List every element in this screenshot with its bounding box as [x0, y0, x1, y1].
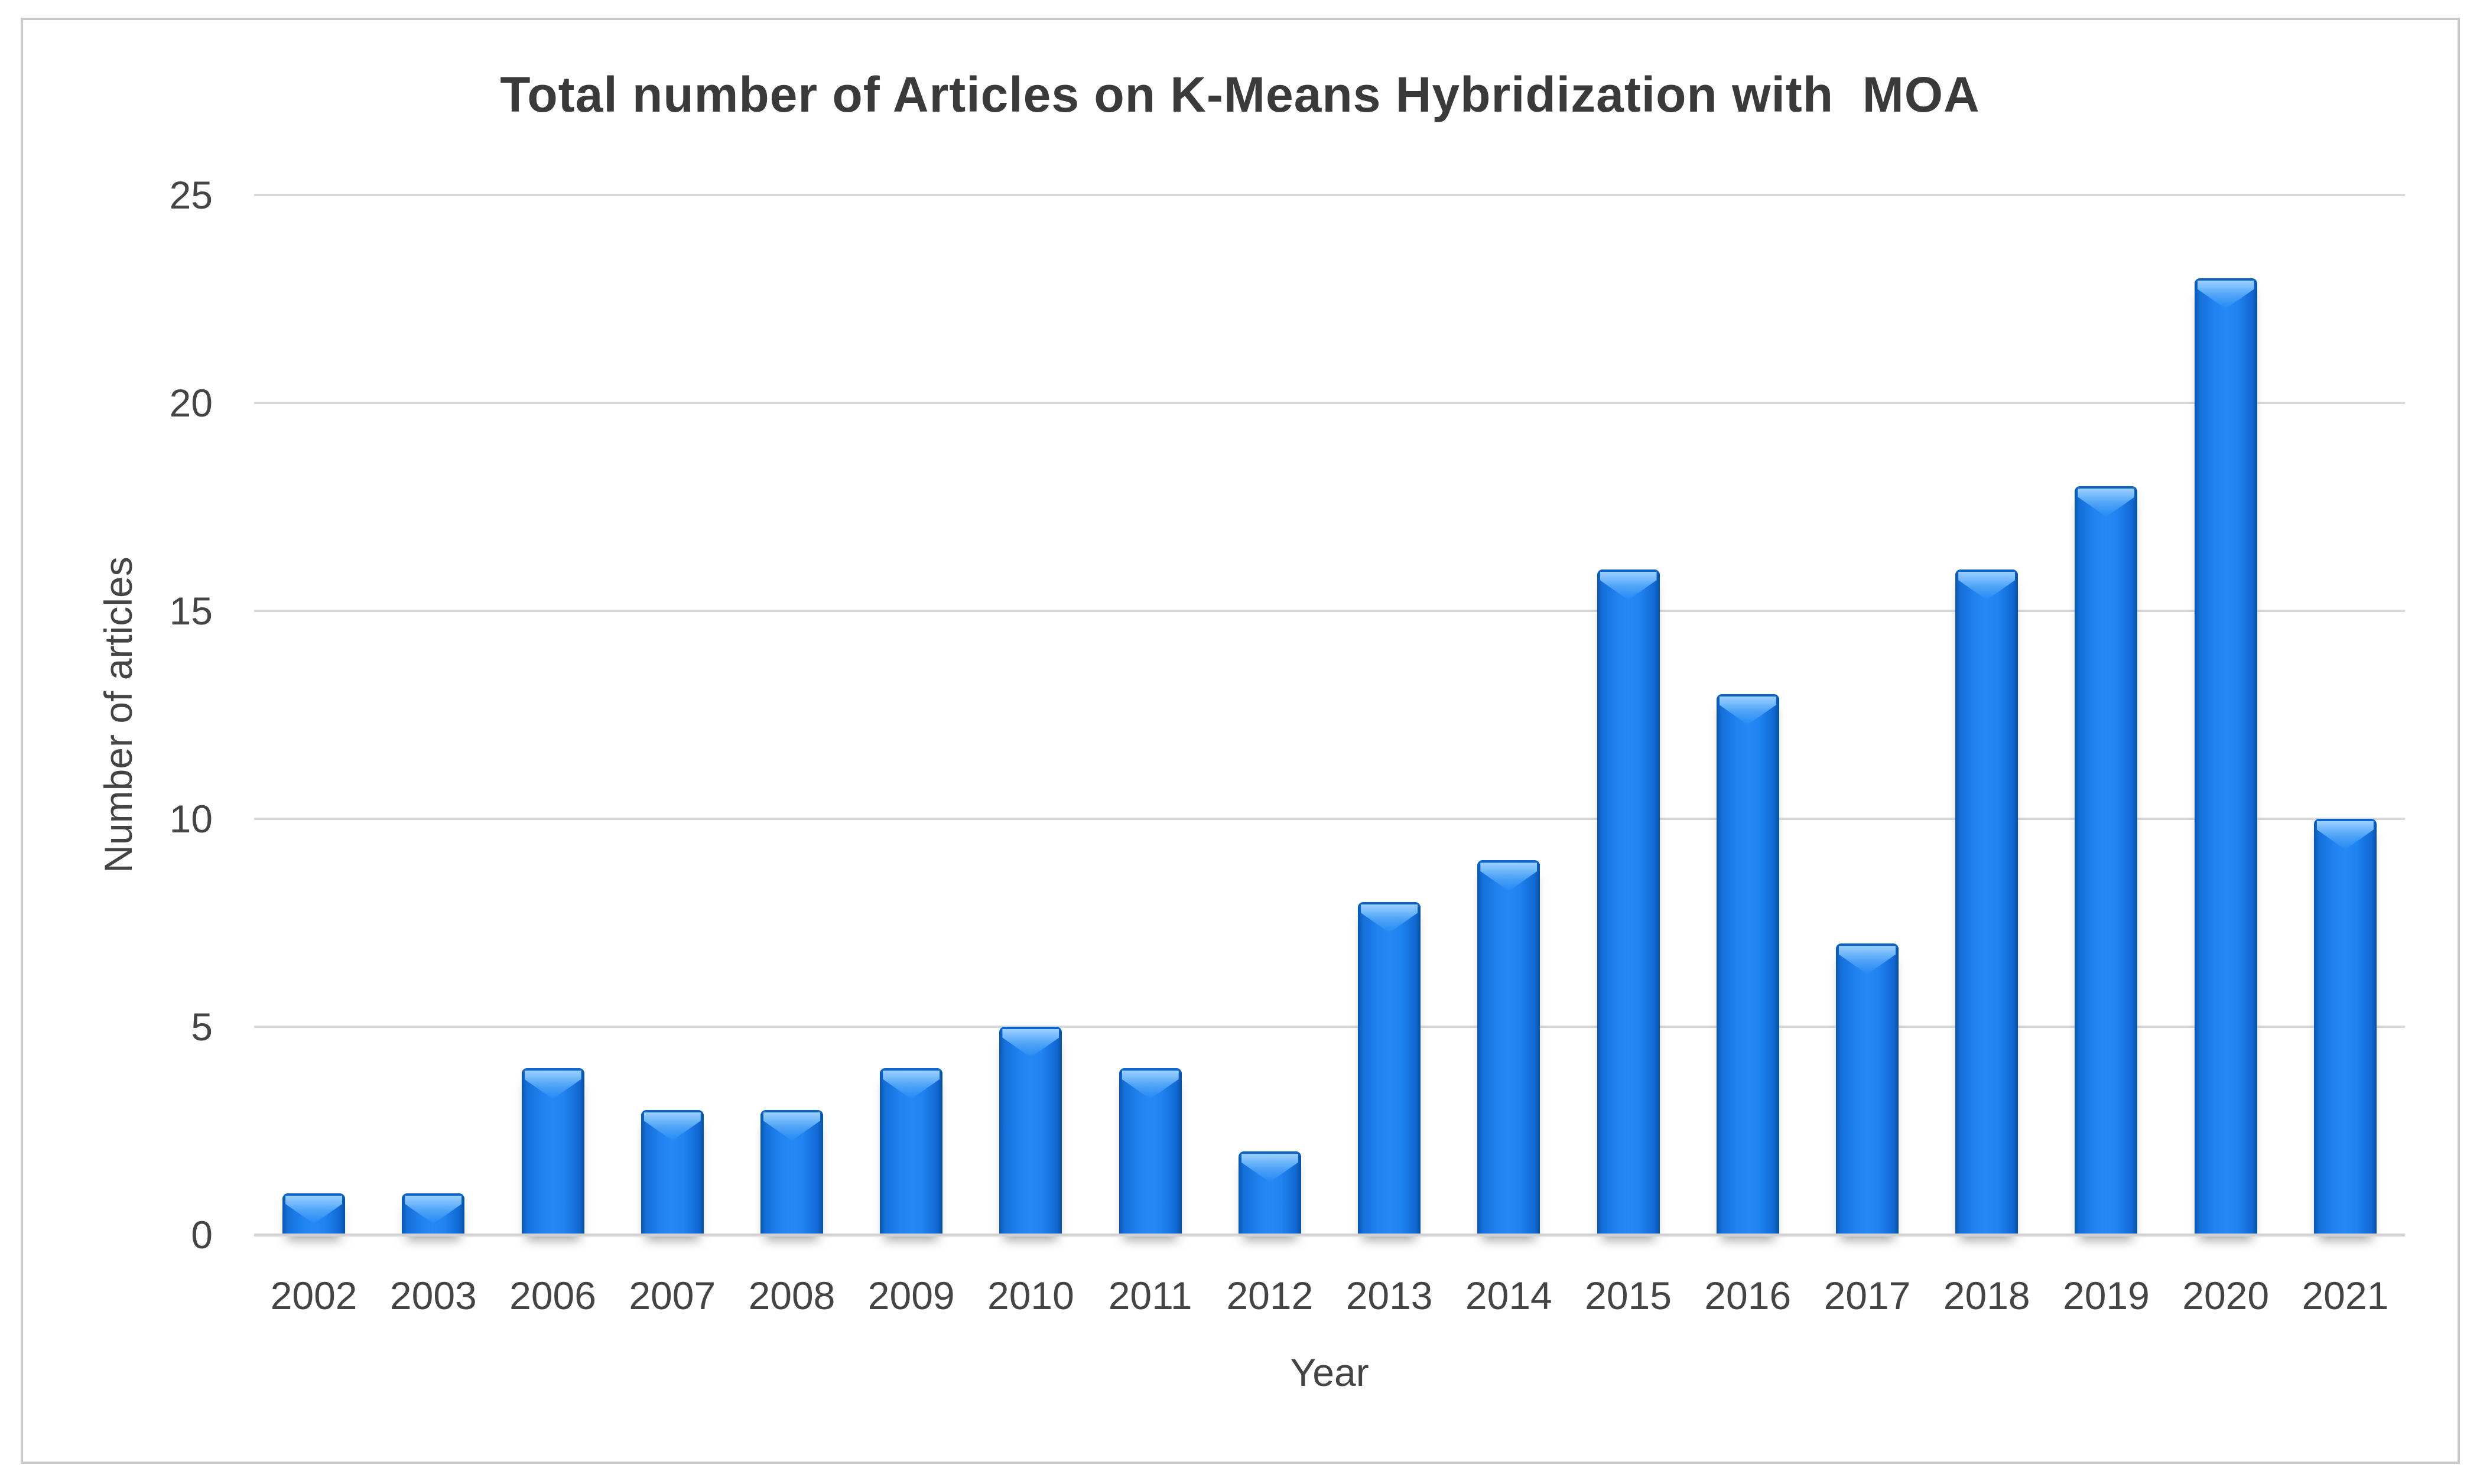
bar-2008: [760, 1109, 823, 1235]
x-tick-label-2015: 2015: [1585, 1274, 1672, 1317]
bar-gloss: [643, 1112, 701, 1141]
x-tick-label-2007: 2007: [629, 1274, 716, 1317]
bar-2017: [1836, 943, 1899, 1235]
y-tick-label-0: 0: [191, 1213, 213, 1257]
x-tick-label-2003: 2003: [389, 1274, 477, 1317]
y-tick-label-10: 10: [169, 797, 213, 841]
y-tick-label-5: 5: [191, 1005, 213, 1049]
plot-area: 0 5 10 15 20 25 2002 2003 2006 2007 2008 2009 2010 20…: [170, 173, 2405, 1317]
gridline-25: [254, 194, 2405, 196]
x-tick-label-2020: 2020: [2182, 1274, 2270, 1317]
x-tick-label-2018: 2018: [1943, 1274, 2030, 1317]
x-tick-label-2021: 2021: [2302, 1274, 2389, 1317]
bar-gloss: [763, 1112, 820, 1141]
y-tick-label-20: 20: [169, 381, 213, 425]
x-tick-label-2012: 2012: [1226, 1274, 1314, 1317]
bar-2012: [1238, 1151, 1301, 1235]
x-axis-line: [254, 1234, 2405, 1236]
x-tick-label-2002: 2002: [270, 1274, 357, 1317]
x-tick-label-2013: 2013: [1345, 1274, 1433, 1317]
bar-gloss: [524, 1070, 581, 1099]
x-tick-label-2011: 2011: [1108, 1274, 1192, 1317]
bar-gloss: [2316, 821, 2374, 850]
bar-gloss: [1958, 571, 2016, 600]
gridline-20: [254, 402, 2405, 404]
bar-2013: [1358, 902, 1421, 1235]
bar-2009: [880, 1068, 943, 1235]
x-tick-label-2014: 2014: [1465, 1274, 1552, 1317]
bar-gloss: [2078, 488, 2135, 517]
bar-gloss: [1361, 904, 1418, 933]
chart-title: Total number of Articles on K-Means Hybr…: [500, 67, 1980, 122]
x-tick-label-2009: 2009: [867, 1274, 955, 1317]
bar-gloss: [883, 1070, 940, 1099]
gridline-5: [254, 1026, 2405, 1028]
bar-gloss: [285, 1195, 343, 1224]
bar-2015: [1597, 569, 1660, 1235]
bar-gloss: [2197, 280, 2254, 309]
bar-gloss: [405, 1195, 462, 1224]
bar-gloss: [1002, 1029, 1059, 1057]
bar-gloss: [1122, 1070, 1179, 1099]
x-tick-label-2016: 2016: [1704, 1274, 1792, 1317]
bar-2007: [641, 1109, 704, 1235]
y-tick-label-25: 25: [169, 173, 213, 217]
bar-gloss: [1600, 571, 1657, 600]
bar-2010: [999, 1027, 1062, 1235]
gridline-15: [254, 610, 2405, 612]
x-tick-label-2008: 2008: [748, 1274, 836, 1317]
bar-2021: [2313, 819, 2377, 1235]
bar-2014: [1477, 860, 1540, 1235]
x-axis-title: Year: [1290, 1350, 1369, 1394]
bar-2018: [1955, 569, 2019, 1235]
bar-gloss: [1719, 696, 1776, 725]
x-tick-label-2017: 2017: [1824, 1274, 1911, 1317]
x-tick-label-2006: 2006: [509, 1274, 596, 1317]
gridline-10: [254, 818, 2405, 820]
bar-gloss: [1241, 1154, 1298, 1183]
bar-2020: [2194, 278, 2257, 1235]
bar-2002: [282, 1193, 346, 1235]
bar-2011: [1119, 1068, 1182, 1235]
y-tick-label-15: 15: [169, 589, 213, 633]
x-tick-label-2010: 2010: [987, 1274, 1074, 1317]
bar-2016: [1716, 694, 1779, 1235]
x-tick-label-2019: 2019: [2063, 1274, 2150, 1317]
bar-2019: [2075, 486, 2138, 1235]
bar-2006: [521, 1068, 584, 1235]
bar-gloss: [1480, 863, 1538, 891]
bar-2003: [402, 1193, 465, 1235]
bar-gloss: [1839, 946, 1896, 975]
